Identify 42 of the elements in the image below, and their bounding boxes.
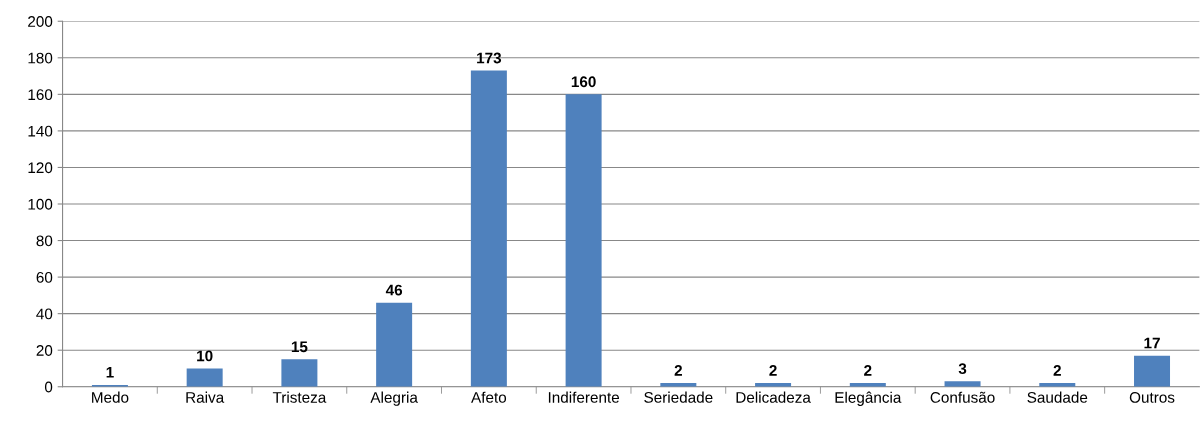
x-tick-label: Tristeza xyxy=(272,391,327,403)
bar xyxy=(186,368,223,387)
x-tick-label: Alegria xyxy=(370,391,418,406)
data-label: 46 xyxy=(385,284,403,296)
x-tick-label: Delicadeza xyxy=(736,391,811,403)
bar xyxy=(565,94,602,387)
y-tick-label: 140 xyxy=(28,125,53,137)
x-tick-label: Afeto xyxy=(471,391,507,403)
y-tick-label: 80 xyxy=(36,235,53,247)
x-tick-label: Raiva xyxy=(186,391,225,403)
x-tick-label: Saudade xyxy=(1027,391,1088,403)
data-label: 10 xyxy=(197,350,213,362)
data-label: 2 xyxy=(1053,365,1061,376)
y-tick-label: 120 xyxy=(28,162,53,174)
x-tick-label: Seriedade xyxy=(644,391,713,403)
bar xyxy=(281,359,318,387)
data-label: 2 xyxy=(674,365,682,376)
x-tick-label: Outros xyxy=(1129,392,1175,403)
y-tick-label: 0 xyxy=(44,381,53,393)
data-label: 1 xyxy=(106,367,114,378)
y-tick-label: 40 xyxy=(36,308,53,320)
y-tick-label: 180 xyxy=(28,52,53,64)
y-tick-label: 200 xyxy=(28,16,53,27)
x-tick-label: Indiferente xyxy=(548,391,620,403)
y-tick-label: 100 xyxy=(28,198,53,210)
data-label: 160 xyxy=(571,76,596,88)
bar xyxy=(1134,355,1171,387)
data-label: 3 xyxy=(958,363,967,375)
data-label: 2 xyxy=(769,365,777,376)
y-tick-label: 160 xyxy=(28,89,53,101)
data-label: 173 xyxy=(477,52,502,64)
data-label: 15 xyxy=(291,341,308,353)
y-tick-label: 20 xyxy=(36,345,53,356)
x-tick-label: Elegância xyxy=(835,391,902,406)
data-label: 17 xyxy=(1144,337,1160,349)
data-label: 2 xyxy=(864,365,872,376)
bar xyxy=(944,381,981,387)
x-tick-label: Confusão xyxy=(930,391,995,403)
x-tick-label: Medo xyxy=(92,391,129,403)
bar xyxy=(470,70,507,387)
bar xyxy=(376,302,413,387)
y-tick-label: 60 xyxy=(36,271,53,283)
